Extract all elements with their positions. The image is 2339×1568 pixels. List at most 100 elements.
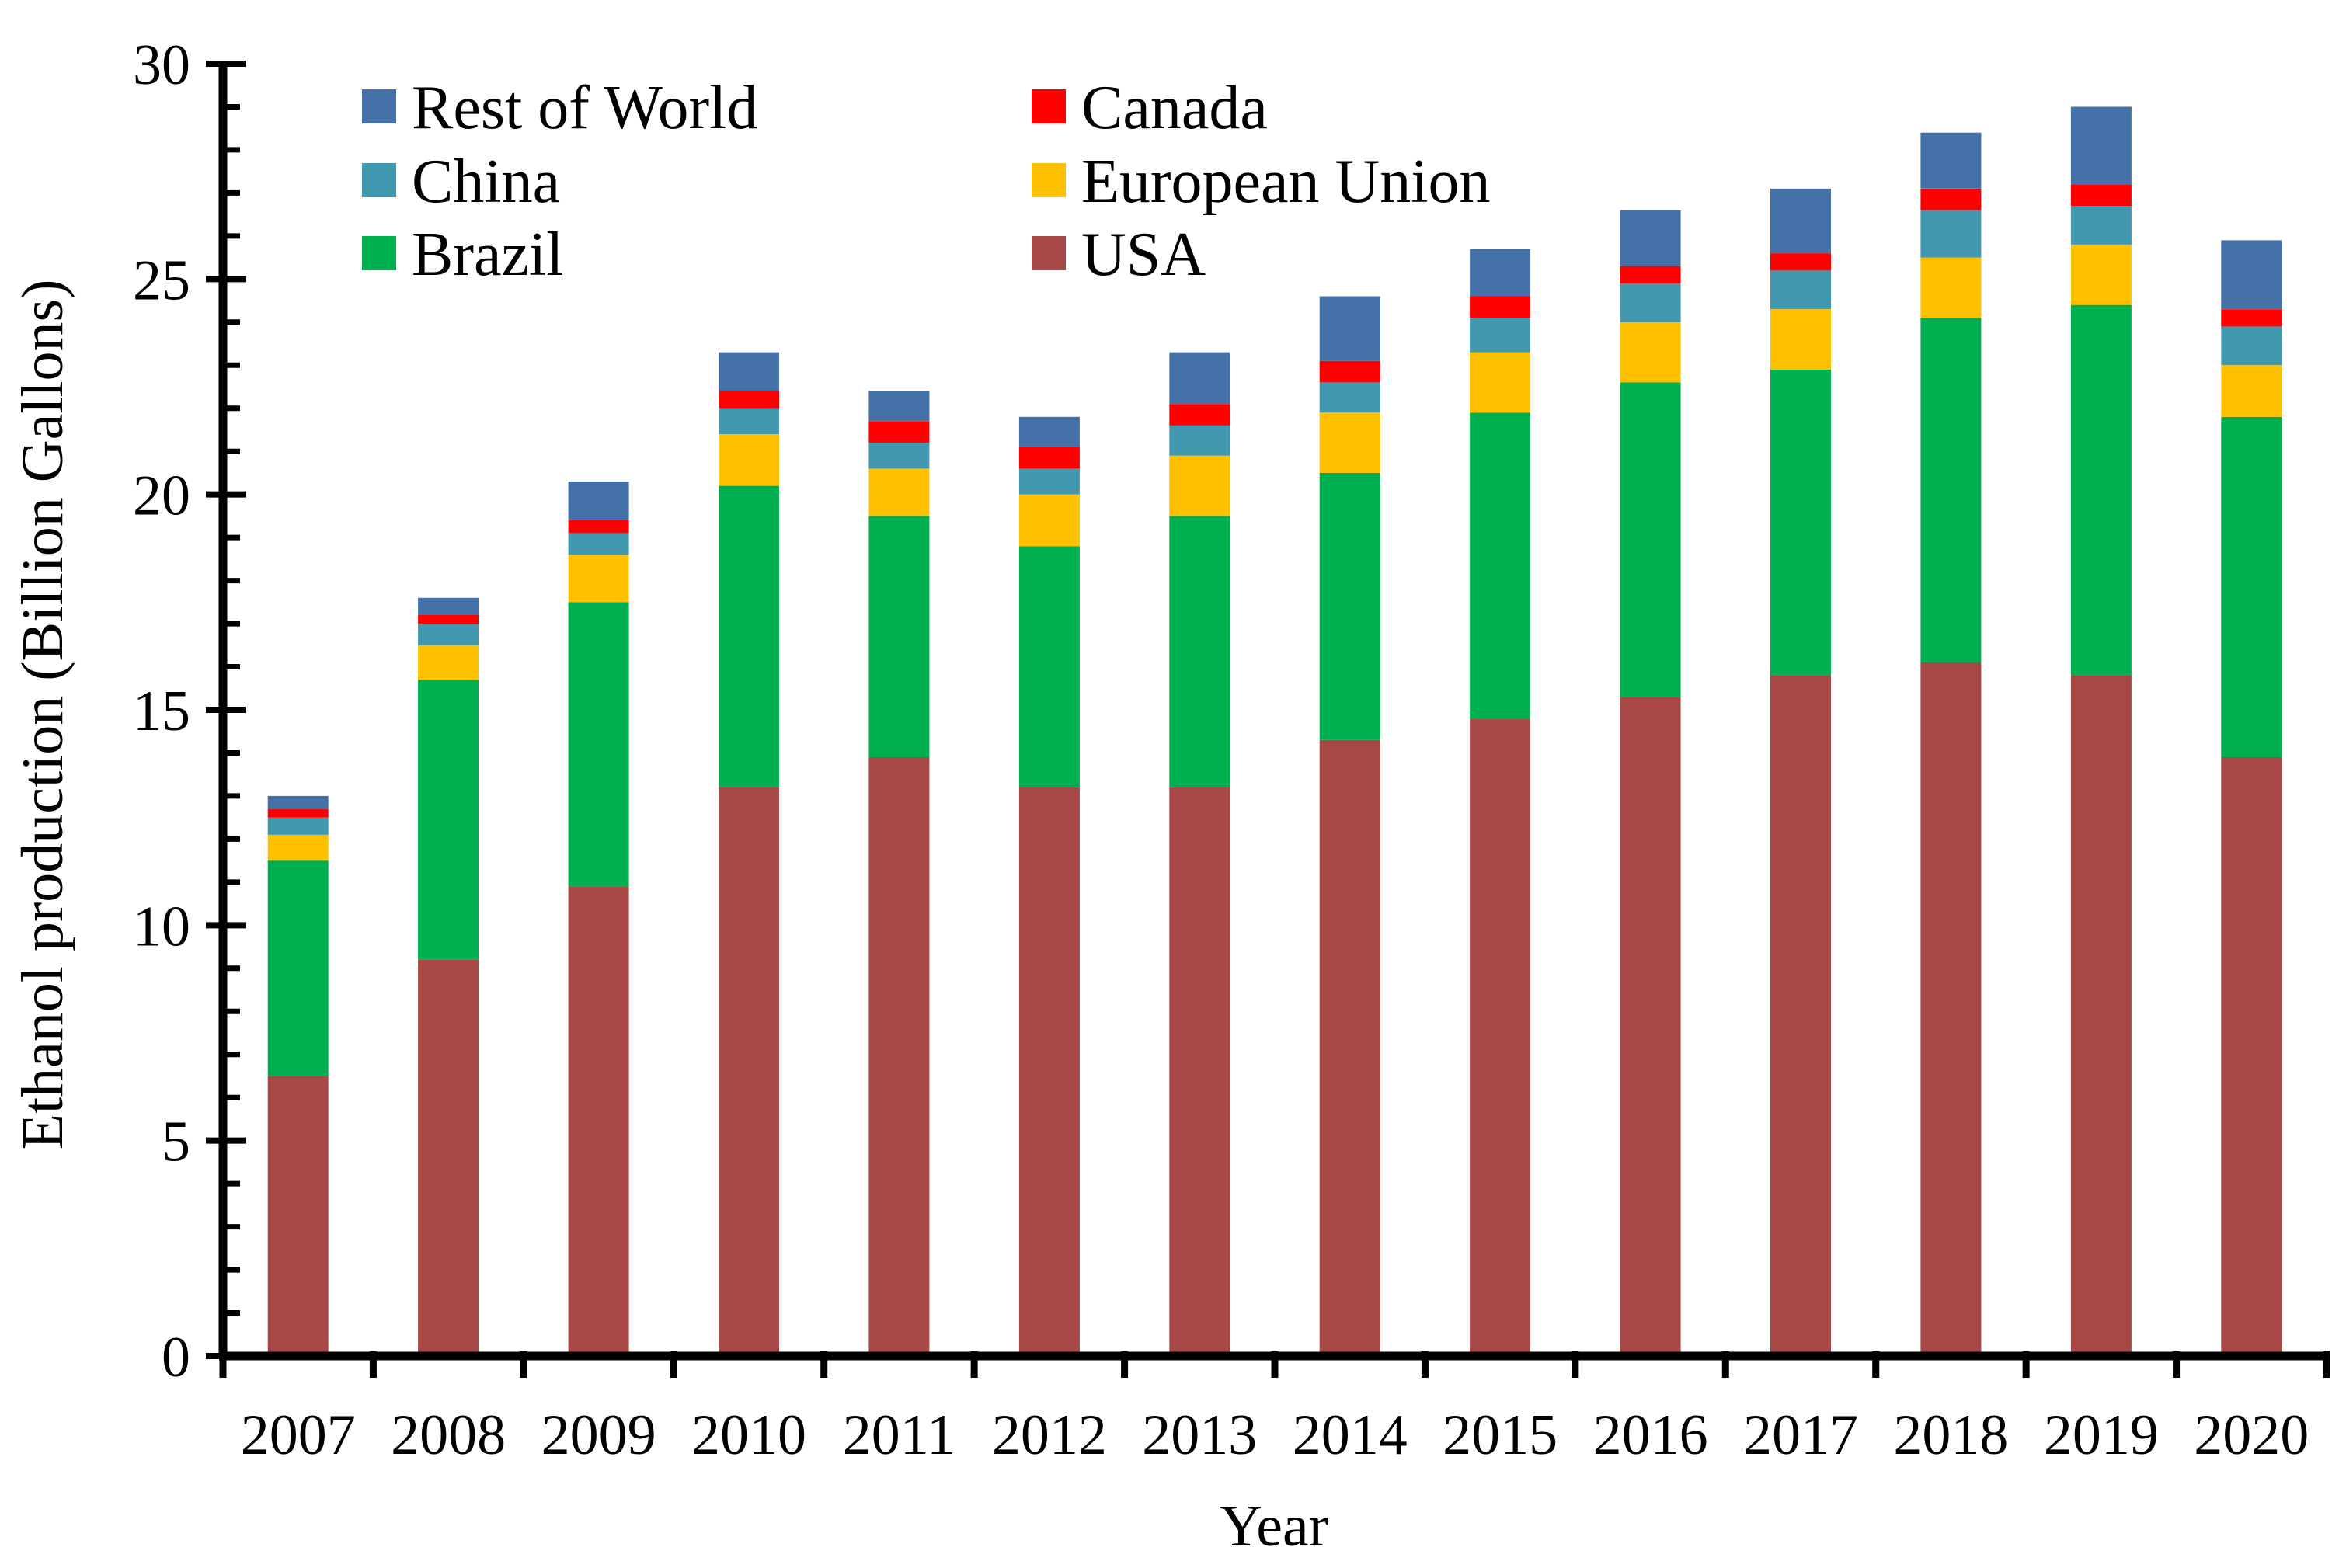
bar-european-union-2010 xyxy=(719,434,779,486)
bar-brazil-2016 xyxy=(1620,382,1681,697)
bar-canada-2008 xyxy=(418,615,479,624)
bar-usa-2019 xyxy=(2070,675,2132,1356)
x-tick-label: 2012 xyxy=(992,1403,1107,1467)
bar-rest-of-world-2009 xyxy=(568,482,629,520)
legend-label: Canada xyxy=(1081,74,1268,142)
bar-european-union-2018 xyxy=(1920,257,1982,318)
bar-rest-of-world-2020 xyxy=(2221,240,2282,310)
x-tick-label: 2007 xyxy=(241,1403,356,1467)
bar-rest-of-world-2011 xyxy=(868,391,930,422)
bar-china-2020 xyxy=(2221,326,2282,366)
bar-rest-of-world-2016 xyxy=(1620,210,1681,266)
bars-layer xyxy=(267,106,2282,1356)
bar-canada-2007 xyxy=(267,808,329,818)
bar-brazil-2009 xyxy=(568,602,629,887)
x-tick-label: 2018 xyxy=(1893,1403,2008,1467)
bar-brazil-2008 xyxy=(418,680,479,960)
bar-european-union-2019 xyxy=(2070,245,2132,305)
x-tick-label: 2010 xyxy=(691,1403,806,1467)
x-tick-label: 2009 xyxy=(541,1403,656,1467)
bar-china-2012 xyxy=(1018,468,1080,495)
bar-rest-of-world-2018 xyxy=(1920,132,1982,189)
bar-canada-2014 xyxy=(1319,360,1380,383)
x-tick-label: 2013 xyxy=(1142,1403,1257,1467)
bar-brazil-2020 xyxy=(2221,416,2282,757)
legend-item-china: China xyxy=(362,148,560,216)
y-tick-label: 30 xyxy=(133,33,190,97)
bar-european-union-2014 xyxy=(1319,412,1380,473)
x-tick-label: 2008 xyxy=(391,1403,506,1467)
bar-canada-2010 xyxy=(719,391,779,409)
y-tick-label: 15 xyxy=(133,680,190,743)
bar-usa-2012 xyxy=(1018,787,1080,1356)
bar-canada-2019 xyxy=(2070,184,2132,206)
bar-usa-2015 xyxy=(1470,718,1531,1356)
bar-canada-2020 xyxy=(2221,309,2282,327)
bar-rest-of-world-2017 xyxy=(1770,188,1831,254)
bar-european-union-2020 xyxy=(2221,365,2282,417)
bar-brazil-2012 xyxy=(1018,546,1080,787)
y-tick-label: 10 xyxy=(133,895,190,958)
bar-brazil-2011 xyxy=(868,516,930,757)
legend-label: USA xyxy=(1081,221,1206,289)
y-tick-label: 25 xyxy=(133,249,190,312)
bar-china-2015 xyxy=(1470,318,1531,353)
bar-china-2014 xyxy=(1319,382,1380,413)
bar-usa-2011 xyxy=(868,757,930,1356)
bar-china-2009 xyxy=(568,533,629,555)
bar-canada-2018 xyxy=(1920,188,1982,210)
legend-item-brazil: Brazil xyxy=(362,221,563,289)
bar-canada-2011 xyxy=(868,421,930,443)
bar-usa-2010 xyxy=(719,787,779,1356)
bar-european-union-2017 xyxy=(1770,309,1831,370)
legend-swatch xyxy=(1032,163,1066,197)
bar-canada-2017 xyxy=(1770,253,1831,271)
bar-european-union-2015 xyxy=(1470,352,1531,413)
legend-swatch xyxy=(362,163,396,197)
x-tick-label: 2017 xyxy=(1743,1403,1858,1467)
y-axis-title: Ethanol production (Billion Gallons) xyxy=(10,280,75,1150)
legend-label: European Union xyxy=(1081,148,1491,216)
legend-label: China xyxy=(412,148,560,216)
y-tick-label: 5 xyxy=(162,1111,190,1174)
bar-european-union-2013 xyxy=(1169,455,1230,516)
bar-canada-2016 xyxy=(1620,266,1681,283)
bar-usa-2018 xyxy=(1920,662,1982,1356)
bar-brazil-2010 xyxy=(719,485,779,787)
bar-usa-2008 xyxy=(418,959,479,1356)
bar-china-2018 xyxy=(1920,210,1982,258)
legend-item-usa: USA xyxy=(1032,221,1206,289)
bar-canada-2013 xyxy=(1169,404,1230,426)
legend: Rest of World Canada China European Union Br… xyxy=(362,74,1491,289)
x-axis-title: Year xyxy=(1220,1493,1328,1559)
axes-layer: 0 5 10 15 20 25 30 2007 2008 2009 2010 2011 2012 2013… xyxy=(133,33,2330,1467)
legend-label: Rest of World xyxy=(412,74,757,142)
bar-european-union-2016 xyxy=(1620,322,1681,383)
bar-brazil-2014 xyxy=(1319,472,1380,740)
legend-item-canada: Canada xyxy=(1032,74,1268,142)
bar-rest-of-world-2013 xyxy=(1169,352,1230,405)
bar-brazil-2007 xyxy=(267,860,329,1076)
bar-european-union-2011 xyxy=(868,468,930,516)
bar-rest-of-world-2015 xyxy=(1470,249,1531,297)
bar-canada-2009 xyxy=(568,520,629,534)
bar-european-union-2012 xyxy=(1018,494,1080,547)
bar-european-union-2009 xyxy=(568,555,629,603)
legend-swatch xyxy=(362,89,396,123)
x-tick-label: 2020 xyxy=(2194,1403,2309,1467)
bar-canada-2012 xyxy=(1018,447,1080,469)
y-tick-label: 0 xyxy=(162,1326,190,1389)
legend-swatch xyxy=(1032,236,1066,270)
bar-china-2016 xyxy=(1620,283,1681,322)
bar-canada-2015 xyxy=(1470,296,1531,318)
bar-rest-of-world-2014 xyxy=(1319,296,1380,361)
bar-brazil-2017 xyxy=(1770,369,1831,676)
bar-usa-2013 xyxy=(1169,787,1230,1356)
bar-european-union-2008 xyxy=(418,645,479,680)
bar-usa-2020 xyxy=(2221,757,2282,1356)
bar-usa-2009 xyxy=(568,886,629,1356)
bar-usa-2007 xyxy=(267,1076,329,1356)
y-tick-label: 20 xyxy=(133,464,190,528)
legend-label: Brazil xyxy=(412,221,563,289)
bar-brazil-2015 xyxy=(1470,412,1531,719)
